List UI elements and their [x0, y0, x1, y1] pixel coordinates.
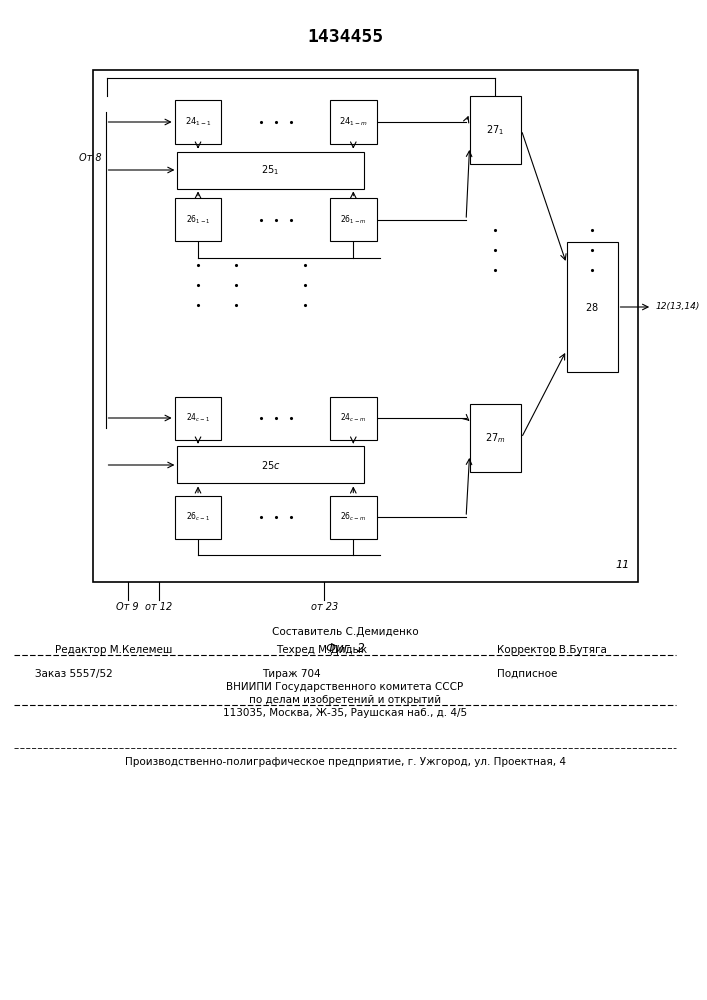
Text: Производственно-полиграфическое предприятие, г. Ужгород, ул. Проектная, 4: Производственно-полиграфическое предприя… — [124, 757, 566, 767]
Text: 11: 11 — [616, 560, 630, 570]
FancyBboxPatch shape — [175, 198, 221, 241]
Text: Подписное: Подписное — [497, 669, 557, 679]
Text: От 9: От 9 — [117, 602, 139, 612]
Text: Заказ 5557/52: Заказ 5557/52 — [35, 669, 112, 679]
Text: $24_{1-m}$: $24_{1-m}$ — [339, 116, 368, 128]
Text: 12(13,14): 12(13,14) — [655, 302, 700, 312]
Text: $25c$: $25c$ — [261, 459, 280, 471]
Text: от 12: от 12 — [145, 602, 173, 612]
Text: $24_{c-1}$: $24_{c-1}$ — [186, 412, 210, 424]
Text: 113035, Москва, Ж-35, Раушская наб., д. 4/5: 113035, Москва, Ж-35, Раушская наб., д. … — [223, 708, 467, 718]
Text: Составитель С.Демиденко: Составитель С.Демиденко — [271, 627, 419, 637]
Text: Тираж 704: Тираж 704 — [262, 669, 321, 679]
FancyBboxPatch shape — [175, 496, 221, 538]
Text: $26_{1-1}$: $26_{1-1}$ — [186, 214, 211, 226]
Text: по делам изобретений и открытий: по делам изобретений и открытий — [249, 695, 441, 705]
FancyBboxPatch shape — [330, 198, 377, 241]
Text: $25_1$: $25_1$ — [262, 163, 279, 177]
Text: $27_1$: $27_1$ — [486, 123, 505, 137]
Text: Фиг. 2: Фиг. 2 — [325, 642, 364, 655]
FancyBboxPatch shape — [469, 404, 521, 472]
Text: $24_{1-1}$: $24_{1-1}$ — [185, 116, 211, 128]
Text: ВНИИПИ Государственного комитета СССР: ВНИИПИ Государственного комитета СССР — [226, 682, 464, 692]
Text: $27_m$: $27_m$ — [485, 431, 506, 445]
FancyBboxPatch shape — [469, 96, 521, 164]
Text: $28$: $28$ — [585, 301, 599, 313]
FancyBboxPatch shape — [175, 100, 221, 143]
FancyBboxPatch shape — [177, 151, 363, 188]
FancyBboxPatch shape — [175, 396, 221, 440]
Text: Техред М.Дидык: Техред М.Дидык — [276, 645, 367, 655]
FancyBboxPatch shape — [330, 396, 377, 440]
Text: $26_{c-1}$: $26_{c-1}$ — [186, 511, 210, 523]
FancyBboxPatch shape — [330, 496, 377, 538]
FancyBboxPatch shape — [330, 100, 377, 143]
Text: Редактор М.Келемеш: Редактор М.Келемеш — [55, 645, 173, 655]
Text: $26_{1-m}$: $26_{1-m}$ — [340, 214, 367, 226]
Text: От 8: От 8 — [79, 153, 102, 163]
Text: 1434455: 1434455 — [307, 28, 383, 46]
FancyBboxPatch shape — [93, 70, 638, 582]
FancyBboxPatch shape — [566, 242, 618, 372]
Text: $24_{c-m}$: $24_{c-m}$ — [340, 412, 366, 424]
Text: Корректор В.Бутяга: Корректор В.Бутяга — [497, 645, 607, 655]
FancyBboxPatch shape — [177, 446, 363, 483]
Text: от 23: от 23 — [310, 602, 338, 612]
Text: $26_{c-m}$: $26_{c-m}$ — [340, 511, 366, 523]
